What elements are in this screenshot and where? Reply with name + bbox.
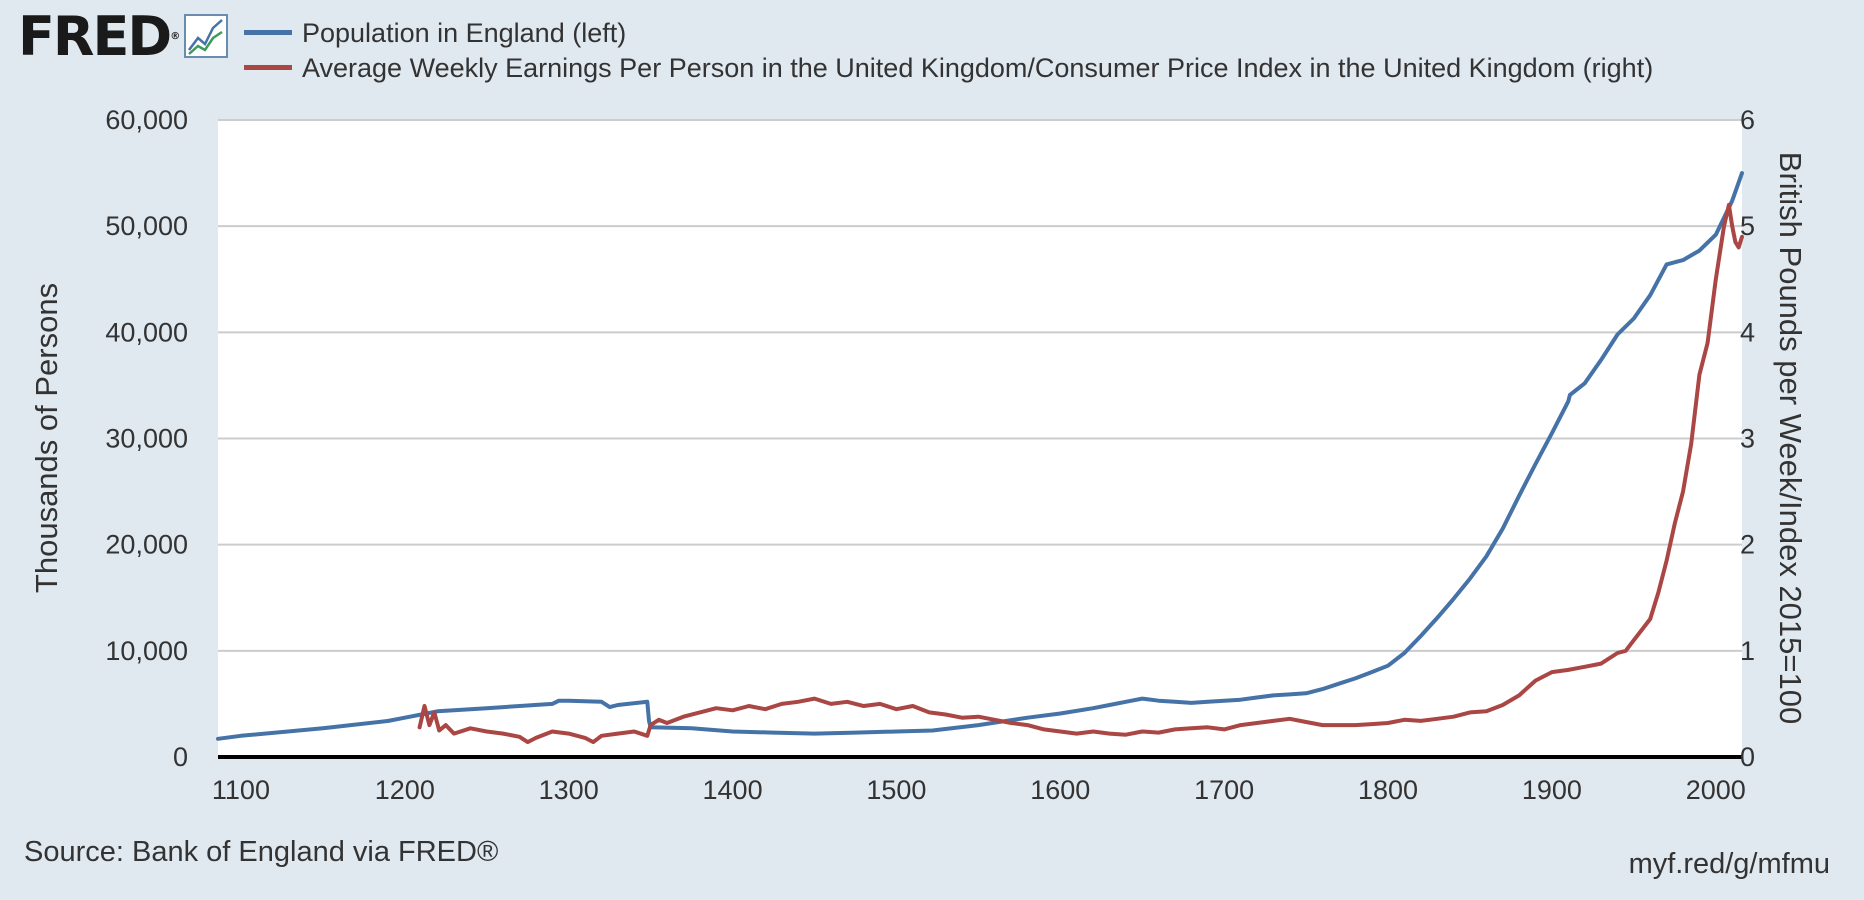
x-tick-label: 1900 [1522,775,1582,805]
x-tick-label: 1100 [212,775,270,805]
right-y-tick-label: 0 [1740,742,1755,772]
right-y-tick-label: 4 [1740,317,1755,347]
left-y-tick-label: 40,000 [105,317,188,347]
left-y-tick-label: 10,000 [105,636,188,666]
x-tick-labels: 1100 1200 1300 1400 1500 1600 1700 1800 1900 2000 [212,775,1746,805]
x-tick-label: 1800 [1358,775,1418,805]
left-y-tick-label: 30,000 [105,424,188,454]
legend-label-population: Population in England (left) [302,18,627,48]
x-tick-label: 2000 [1686,775,1746,805]
short-url-link[interactable]: myf.red/g/mfmu [1628,848,1830,880]
right-y-tick-label: 1 [1740,636,1755,666]
left-axis-title: Thousands of Persons [29,283,64,593]
x-tick-label: 1200 [375,775,435,805]
x-tick-label: 1500 [866,775,926,805]
fred-logo-text: FRED [18,5,172,68]
x-tick-label: 1400 [703,775,763,805]
x-tick-label: 1600 [1030,775,1090,805]
x-tick-label: 1700 [1194,775,1254,805]
right-y-tick-label: 2 [1740,530,1755,560]
series-layer [216,171,1744,745]
gridlines [218,119,1742,652]
legend: Population in England (left) Average Wee… [244,16,1653,86]
earnings-line [417,202,1744,745]
right-y-tick-label: 5 [1740,211,1755,241]
legend-label-earnings: Average Weekly Earnings Per Person in th… [302,53,1654,83]
left-y-tick-label: 50,000 [105,211,188,241]
legend-item-earnings[interactable]: Average Weekly Earnings Per Person in th… [244,51,1653,86]
fred-logo[interactable]: FRED® [18,10,181,64]
line-chart-icon [184,14,228,58]
legend-swatch-population [244,30,292,36]
left-y-tick-labels: 0 10,000 20,000 30,000 40,000 50,000 60,000 [105,105,188,772]
left-y-tick-label: 60,000 [105,105,188,135]
x-tick-label: 1300 [539,775,599,805]
source-note: Source: Bank of England via FRED® [24,836,499,868]
left-y-tick-label: 20,000 [105,530,188,560]
right-axis-title: British Pounds per Week/Index 2015=100 [1773,152,1808,724]
population-line [216,171,1744,741]
right-y-tick-labels: 0 1 2 3 4 5 6 [1740,105,1755,772]
fred-logo-registered-mark: ® [170,31,181,42]
right-y-tick-label: 3 [1740,424,1755,454]
legend-swatch-earnings [244,65,292,71]
right-y-tick-label: 6 [1740,105,1755,135]
legend-item-population[interactable]: Population in England (left) [244,16,1653,51]
left-y-tick-label: 0 [173,742,188,772]
